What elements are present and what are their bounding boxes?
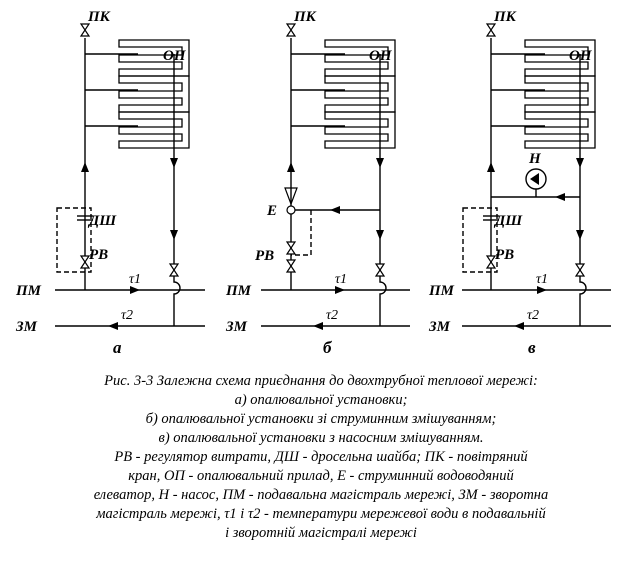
label-pk-a: ПК	[87, 9, 111, 25]
label-zm-c: ЗМ	[428, 319, 451, 335]
caption-item-b: б) опалювальної установки зі струминним …	[145, 411, 497, 427]
label-rv-a: РВ	[89, 247, 108, 263]
label-pk-b: ПК	[293, 9, 317, 25]
scheme-c	[462, 23, 596, 326]
label-e: Е	[266, 203, 277, 219]
caption-legend-4: магістраль мережі, τ1 і τ2 - температури…	[96, 506, 546, 522]
label-pk-c: ПК	[493, 9, 517, 25]
caption-legend-2: кран, ОП - опалювальний прилад, Е - стру…	[128, 468, 514, 484]
label-tau2-b: τ2	[326, 308, 338, 323]
caption-legend-5: і зворотній магістралі мережі	[225, 525, 417, 541]
label-rv-c: РВ	[495, 247, 514, 263]
label-dsh-a: ДШ	[87, 213, 117, 229]
caption-item-c: в) опалювальної установки з насосним змі…	[158, 430, 484, 446]
caption-legend-3: елеватор, Н - насос, ПМ - подавальна маг…	[93, 487, 549, 503]
label-tau1-a: τ1	[129, 272, 141, 287]
scheme-letter-a: а	[113, 338, 122, 357]
label-zm-a: ЗМ	[15, 319, 38, 335]
label-op-a: ОП	[163, 48, 187, 64]
scheme-letter-b: б	[323, 338, 333, 357]
figure-caption: Рис. 3-3 Залежна схема приєднання до дво…	[0, 372, 642, 543]
label-tau1-b: τ1	[335, 272, 347, 287]
label-pm-a: ПМ	[15, 283, 42, 299]
label-op-c: ОП	[569, 48, 593, 64]
label-pm-c: ПМ	[428, 283, 455, 299]
label-tau2-c: τ2	[527, 308, 539, 323]
label-pm-b: ПМ	[225, 283, 252, 299]
pump-icon	[525, 168, 547, 197]
caption-legend-1: РВ - регулятор витрати, ДШ - дросельна ш…	[114, 449, 528, 465]
caption-title: Рис. 3-3 Залежна схема приєднання до дво…	[104, 373, 538, 389]
label-tau2-a: τ2	[121, 308, 133, 323]
label-rv-b: РВ	[255, 248, 274, 264]
label-h: Н	[528, 151, 542, 167]
caption-item-a: а) опалювальної установки;	[234, 392, 408, 408]
scheme-letter-c: в	[528, 338, 536, 357]
heating-schemes-diagram: ПК ПК ПК ОП ОП ОП ДШ ДШ РВ РВ РВ Е Н ПМ …	[15, 9, 611, 357]
label-tau1-c: τ1	[536, 272, 548, 287]
scheme-b	[284, 23, 396, 326]
label-dsh-c: ДШ	[493, 213, 523, 229]
scheme-a	[56, 23, 190, 326]
label-zm-b: ЗМ	[225, 319, 248, 335]
label-op-b: ОП	[369, 48, 393, 64]
